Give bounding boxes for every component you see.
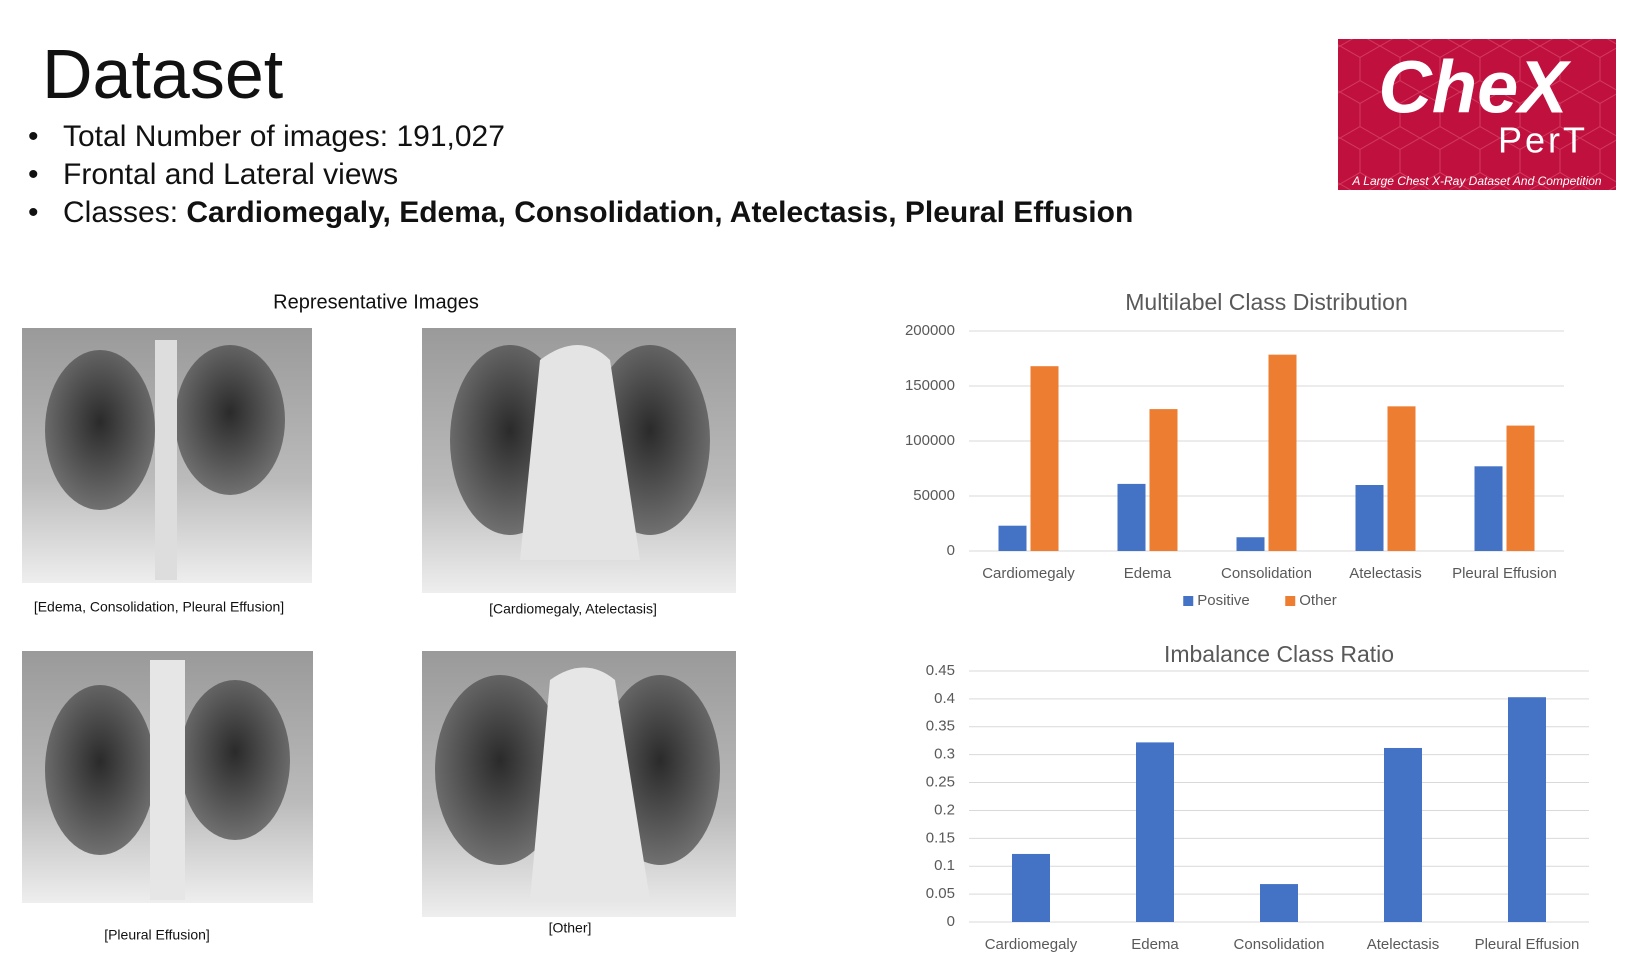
y-tick-label: 0.15 — [926, 829, 955, 846]
legend-label: Positive — [1197, 592, 1250, 609]
y-tick-label: 150000 — [905, 377, 955, 394]
logo: CheX PerT A Large Chest X-Ray Dataset An… — [1338, 39, 1616, 190]
x-tick-label: Pleural Effusion — [1452, 565, 1557, 582]
bullet: Total Number of images: 191,027 — [24, 118, 1133, 156]
legend-swatch — [1183, 596, 1194, 606]
bar — [1236, 537, 1265, 551]
x-tick-label: Pleural Effusion — [1475, 936, 1580, 953]
logo-pattern — [1338, 39, 1616, 190]
y-tick-label: 0.3 — [934, 746, 955, 763]
y-tick-label: 0.35 — [926, 718, 955, 735]
chart-title: Multilabel Class Distribution — [1125, 289, 1408, 315]
y-tick-label: 0.05 — [926, 885, 955, 902]
bullet-text: Frontal and Lateral views — [63, 158, 399, 191]
bullet: Classes: Cardiomegaly, Edema, Consolidat… — [24, 194, 1133, 232]
xray-image — [22, 651, 313, 903]
bullet: Frontal and Lateral views — [24, 156, 1133, 194]
logo-title: CheX — [1378, 46, 1572, 129]
xray-image — [422, 651, 736, 917]
y-tick-label: 50000 — [913, 487, 955, 504]
bar — [1030, 366, 1059, 551]
xray-image — [422, 328, 736, 593]
x-tick-label: Edema — [1124, 565, 1172, 582]
xray-image — [22, 328, 312, 583]
y-tick-label: 0.2 — [934, 801, 955, 818]
x-tick-label: Atelectasis — [1367, 936, 1440, 953]
x-tick-label: Atelectasis — [1349, 565, 1422, 582]
bar — [1506, 425, 1535, 551]
bar — [1260, 884, 1298, 922]
bar — [1268, 354, 1297, 551]
logo-tagline: A Large Chest X-Ray Dataset And Competit… — [1351, 174, 1602, 188]
bar — [1012, 853, 1050, 922]
y-tick-label: 0.4 — [934, 690, 955, 707]
y-tick-label: 200000 — [905, 322, 955, 339]
y-tick-label: 0.25 — [926, 774, 955, 791]
image-caption: [Edema, Consolidation, Pleural Effusion] — [34, 599, 284, 615]
x-tick-label: Cardiomegaly — [985, 936, 1078, 953]
x-tick-label: Edema — [1131, 936, 1179, 953]
bar — [1117, 483, 1146, 551]
bar — [1384, 747, 1422, 922]
logo-background — [1338, 39, 1616, 190]
x-tick-label: Consolidation — [1221, 565, 1312, 582]
legend-swatch — [1285, 596, 1296, 606]
image-caption: [Other] — [549, 920, 592, 936]
slide-title: Dataset — [42, 35, 284, 113]
image-caption: [Cardiomegaly, Atelectasis] — [489, 601, 657, 617]
bar — [1149, 409, 1178, 551]
x-tick-label: Consolidation — [1234, 936, 1325, 953]
y-tick-label: 0.1 — [934, 857, 955, 874]
y-tick-label: 0 — [947, 913, 955, 930]
logo-subtitle: PerT — [1498, 120, 1588, 161]
image-caption: [Pleural Effusion] — [104, 927, 210, 943]
bar — [1474, 466, 1503, 551]
bullet-text: Classes: — [63, 196, 187, 229]
y-tick-label: 100000 — [905, 432, 955, 449]
y-tick-label: 0 — [947, 542, 955, 559]
bar — [1387, 406, 1416, 551]
bullet-list: Total Number of images: 191,027 Frontal … — [24, 118, 1133, 232]
bullet-text: Total Number of images: 191,027 — [63, 120, 505, 153]
chart-title: Imbalance Class Ratio — [1164, 641, 1394, 667]
x-tick-label: Cardiomegaly — [982, 565, 1075, 582]
legend-label: Other — [1299, 592, 1337, 609]
bar — [998, 525, 1027, 551]
bar — [1508, 697, 1546, 922]
bullet-bold: Cardiomegaly, Edema, Consolidation, Atel… — [186, 196, 1134, 229]
bar — [1355, 485, 1384, 551]
y-tick-label: 0.45 — [926, 662, 955, 679]
bar — [1136, 742, 1174, 922]
images-heading: Representative Images — [273, 291, 479, 313]
